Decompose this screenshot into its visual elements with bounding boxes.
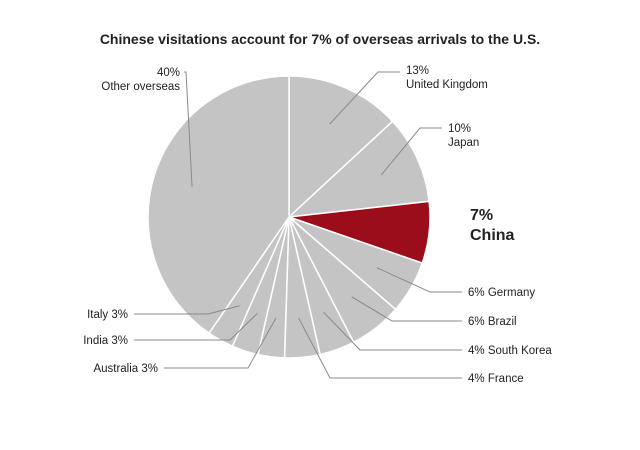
- label-brazil: 6% Brazil: [468, 316, 517, 328]
- label-name-japan: Japan: [448, 137, 479, 149]
- leader-line-brazil: [351, 296, 462, 322]
- label-india: India 3%: [83, 335, 128, 347]
- slice-other-overseas: [147, 75, 290, 335]
- leader-line-other-overseas: [184, 71, 193, 187]
- label-france: 4% France: [468, 373, 524, 385]
- leader-line-japan: [380, 127, 442, 176]
- chart-title: Chinese visitations account for 7% of ov…: [100, 31, 540, 47]
- label-italy: Italy 3%: [87, 309, 128, 321]
- label-germany: 6% Germany: [468, 287, 535, 299]
- pie-labels: 13% United Kingdom 10% Japan 7% China 6% Germa…: [83, 65, 552, 385]
- label-name-other-overseas: Other overseas: [101, 81, 180, 93]
- label-south-korea: 4% South Korea: [468, 345, 552, 357]
- label-name-china: China: [470, 227, 515, 244]
- slice-united-kingdom: [288, 75, 394, 219]
- label-australia: Australia 3%: [93, 363, 158, 375]
- leader-line-india: [134, 313, 258, 341]
- leader-line-italy: [134, 305, 240, 315]
- leader-line-france: [298, 317, 462, 379]
- label-value-other-overseas: 40%: [157, 67, 180, 79]
- slice-japan: [286, 120, 430, 218]
- label-value-japan: 10%: [448, 123, 471, 135]
- leader-line-south-korea: [323, 312, 462, 351]
- label-name-united-kingdom: United Kingdom: [406, 79, 488, 91]
- pie-slices: [147, 75, 431, 359]
- leader-line-germany: [376, 267, 462, 293]
- leader-line-australia: [164, 317, 277, 369]
- label-value-china: 7%: [470, 207, 493, 224]
- leader-line-united-kingdom: [329, 71, 400, 125]
- label-value-united-kingdom: 13%: [406, 65, 429, 77]
